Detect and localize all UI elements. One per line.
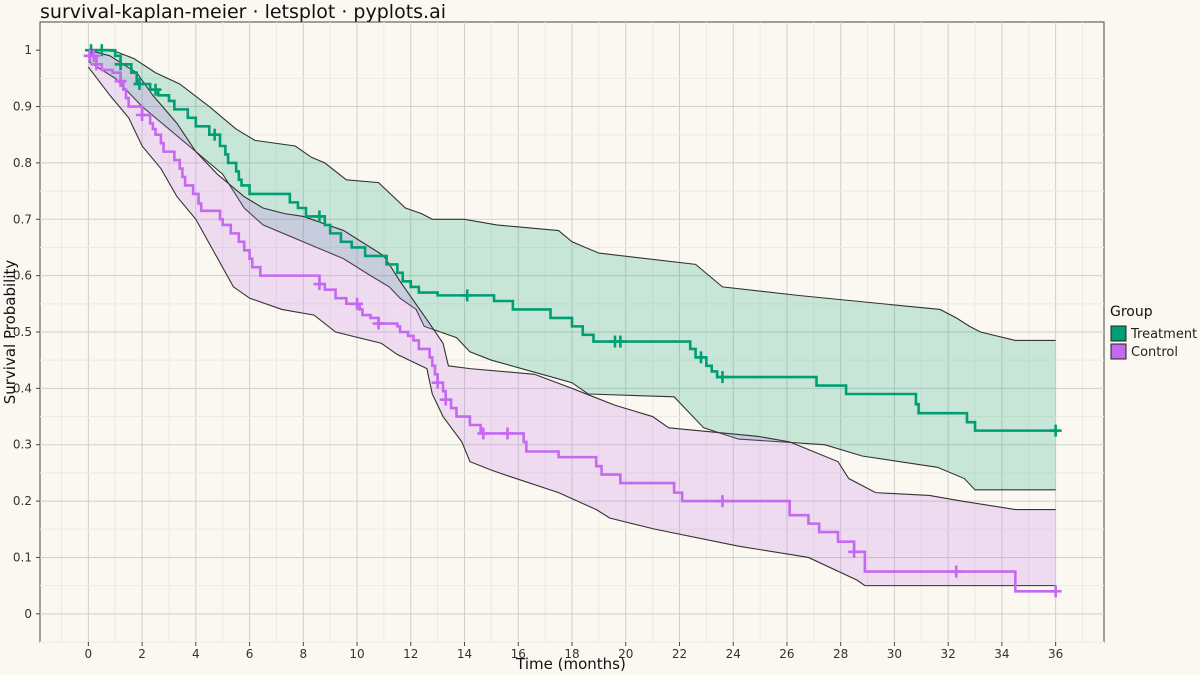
treatment-confidence-band (88, 50, 1056, 490)
control-censor-mark (950, 565, 963, 578)
legend-key-treatment (1110, 325, 1127, 342)
treatment-censor-mark (114, 58, 127, 71)
y-tick-label: 0.1 (13, 550, 32, 564)
y-tick-label: 0.5 (13, 325, 32, 339)
x-axis-ticks: 0 2 4 6 8 10 12 14 16 18 20 22 24 26 28 30 32 34 36 (85, 642, 1063, 661)
x-tick-label: 20 (618, 647, 633, 661)
x-tick-label: 14 (457, 647, 472, 661)
confidence-bands (87, 49, 1056, 587)
x-tick-label: 0 (85, 647, 93, 661)
legend: Group Treatment Control (1110, 304, 1197, 360)
y-tick-label: 0.7 (13, 212, 32, 226)
control-censor-mark (90, 58, 103, 71)
x-tick-label: 4 (192, 647, 200, 661)
x-tick-label: 18 (564, 647, 579, 661)
x-tick-label: 34 (994, 647, 1009, 661)
x-tick-label: 28 (833, 647, 848, 661)
control-censor-mark (716, 495, 729, 508)
treatment-censor-mark (461, 289, 474, 302)
y-tick-label: 0.6 (13, 269, 32, 283)
control-survival-curve (88, 54, 1056, 593)
legend-title: Group (1110, 304, 1153, 320)
control-censor-mark (439, 393, 452, 406)
gridlines (40, 22, 1104, 643)
x-tick-label: 8 (299, 647, 307, 661)
x-tick-label: 24 (726, 647, 741, 661)
x-axis-label: Time (months) (515, 655, 626, 673)
control-censor-mark (114, 75, 127, 88)
y-tick-label: 0.3 (13, 438, 32, 452)
y-tick-label: 0.2 (13, 494, 32, 508)
y-tick-label: 1 (24, 43, 32, 57)
control-censor-mark (848, 545, 861, 558)
treatment-censor-mark (716, 371, 729, 384)
control-censor-mark (136, 109, 149, 121)
control-censor-mark (1049, 585, 1062, 598)
treatment-censor-mark (614, 335, 627, 348)
treatment-censor-mark (1049, 424, 1062, 437)
y-tick-label: 0.4 (13, 381, 32, 395)
y-tick-label: 0 (24, 607, 32, 621)
survival-curves (88, 48, 1056, 593)
y-axis-ticks: 0 0.1 0.2 0.3 0.4 0.5 0.6 0.7 0.8 0.9 1 (13, 43, 40, 621)
x-tick-label: 12 (403, 647, 418, 661)
treatment-censor-mark (694, 351, 707, 364)
chart-title: survival-kaplan-meier · letsplot · pyplo… (40, 1, 446, 23)
x-tick-label: 30 (887, 647, 902, 661)
control-censor-mark (87, 49, 100, 62)
control-censor-mark (372, 317, 385, 330)
censor-marks (83, 44, 1062, 598)
x-tick-label: 10 (349, 647, 364, 661)
control-lower-bound-line (87, 66, 1056, 587)
control-censor-mark (351, 297, 364, 310)
control-confidence-band (88, 50, 1056, 586)
treatment-censor-mark (208, 128, 221, 141)
x-tick-label: 32 (941, 647, 956, 661)
treatment-censor-mark (149, 83, 162, 96)
legend-label-treatment: Treatment (1130, 327, 1197, 342)
treatment-censor-mark (313, 210, 326, 223)
y-tick-label: 0.9 (13, 100, 32, 114)
x-tick-label: 16 (511, 647, 526, 661)
x-tick-label: 36 (1048, 647, 1063, 661)
treatment-censor-mark (133, 78, 146, 90)
legend-key-control (1110, 343, 1127, 360)
treatment-censor-mark (85, 44, 98, 57)
x-tick-label: 6 (246, 647, 254, 661)
control-censor-mark (477, 427, 490, 440)
control-censor-mark (431, 376, 444, 389)
x-tick-label: 22 (672, 647, 687, 661)
y-axis-label: Survival Probability (1, 260, 19, 405)
treatment-lower-bound-line (88, 60, 1056, 491)
control-censor-mark (313, 278, 326, 291)
control-censor-mark (501, 427, 514, 440)
x-tick-label: 2 (138, 647, 146, 661)
control-upper-bound-line (88, 49, 1056, 511)
treatment-upper-bound-line (88, 49, 1056, 342)
legend-label-control: Control (1131, 345, 1178, 360)
y-tick-label: 0.8 (13, 156, 32, 170)
x-tick-label: 26 (779, 647, 794, 661)
treatment-censor-mark (95, 44, 108, 57)
treatment-survival-curve (88, 48, 1056, 432)
